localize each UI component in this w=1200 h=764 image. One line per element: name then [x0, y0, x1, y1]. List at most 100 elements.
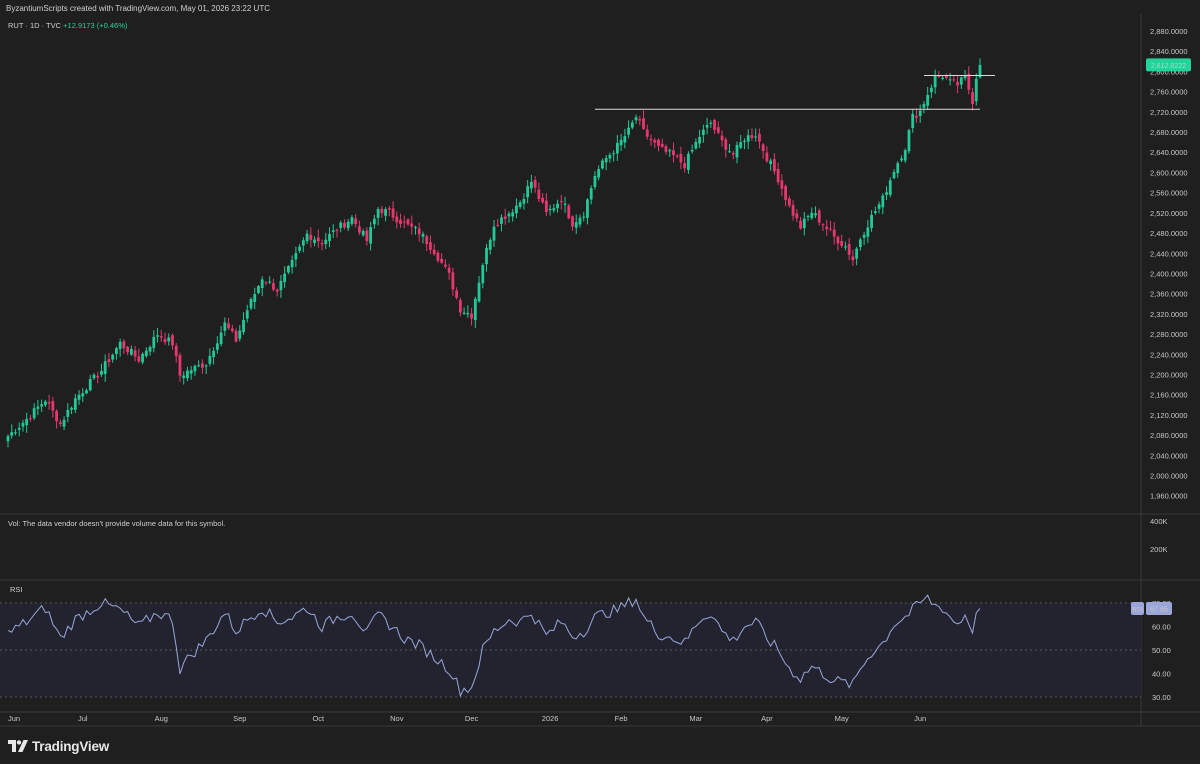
- candle[interactable]: [283, 273, 287, 283]
- candle[interactable]: [926, 94, 930, 106]
- candle[interactable]: [971, 92, 974, 105]
- candle[interactable]: [380, 208, 384, 214]
- candle[interactable]: [100, 370, 103, 375]
- candle[interactable]: [701, 129, 705, 136]
- candle[interactable]: [578, 217, 582, 225]
- candle[interactable]: [705, 125, 709, 128]
- candle[interactable]: [877, 204, 881, 209]
- candle[interactable]: [115, 348, 118, 355]
- candle[interactable]: [518, 202, 522, 207]
- candle[interactable]: [242, 319, 245, 333]
- candle[interactable]: [690, 150, 694, 152]
- rsi-line[interactable]: [7, 594, 981, 698]
- candle[interactable]: [754, 136, 758, 138]
- symbol-legend[interactable]: RUT · 1D · TVC +12.9173 (+0.46%): [8, 21, 127, 30]
- candle[interactable]: [279, 280, 283, 291]
- candle[interactable]: [32, 408, 36, 419]
- candle[interactable]: [821, 224, 825, 226]
- candle[interactable]: [43, 401, 47, 405]
- candle[interactable]: [148, 346, 152, 352]
- candle[interactable]: [559, 200, 563, 203]
- candle[interactable]: [810, 212, 814, 219]
- candle[interactable]: [178, 355, 182, 376]
- candle[interactable]: [215, 343, 219, 350]
- candle[interactable]: [350, 217, 354, 224]
- candle[interactable]: [687, 153, 690, 170]
- candle[interactable]: [787, 198, 791, 206]
- candle[interactable]: [238, 330, 242, 339]
- candle[interactable]: [313, 239, 316, 243]
- candle[interactable]: [249, 299, 253, 309]
- candle[interactable]: [197, 365, 201, 367]
- candle[interactable]: [6, 436, 10, 442]
- candle[interactable]: [309, 234, 313, 240]
- candle[interactable]: [473, 298, 477, 321]
- candle[interactable]: [836, 236, 840, 244]
- candle[interactable]: [503, 216, 507, 219]
- candle[interactable]: [387, 208, 391, 210]
- candle[interactable]: [167, 337, 171, 342]
- candle[interactable]: [888, 180, 892, 195]
- candle[interactable]: [324, 239, 328, 245]
- candle[interactable]: [918, 110, 922, 117]
- candle[interactable]: [941, 77, 945, 79]
- candle[interactable]: [533, 180, 537, 188]
- candle[interactable]: [668, 150, 672, 152]
- candle[interactable]: [873, 211, 877, 213]
- candle[interactable]: [402, 221, 406, 223]
- candle[interactable]: [769, 160, 773, 165]
- candle[interactable]: [660, 143, 664, 147]
- candle[interactable]: [675, 155, 679, 157]
- candle[interactable]: [436, 252, 440, 261]
- candle[interactable]: [47, 402, 51, 404]
- candle[interactable]: [425, 236, 429, 245]
- candle[interactable]: [305, 233, 309, 242]
- candle[interactable]: [664, 146, 668, 152]
- candle[interactable]: [548, 208, 552, 211]
- candle[interactable]: [978, 64, 982, 78]
- candle[interactable]: [88, 379, 92, 391]
- candle[interactable]: [683, 163, 687, 169]
- candle[interactable]: [234, 330, 238, 342]
- candle[interactable]: [171, 335, 174, 346]
- candle[interactable]: [358, 226, 361, 233]
- candle[interactable]: [253, 294, 257, 302]
- candle[interactable]: [328, 234, 331, 241]
- candle[interactable]: [223, 322, 227, 331]
- candle[interactable]: [129, 348, 133, 355]
- candle[interactable]: [593, 175, 597, 188]
- candle[interactable]: [627, 127, 630, 135]
- candle[interactable]: [728, 151, 731, 153]
- candle[interactable]: [642, 118, 645, 129]
- candle[interactable]: [885, 192, 888, 195]
- candle[interactable]: [731, 152, 735, 155]
- candle[interactable]: [608, 154, 612, 159]
- candle[interactable]: [847, 243, 851, 255]
- candle[interactable]: [447, 267, 451, 273]
- candle[interactable]: [429, 242, 432, 250]
- candle[interactable]: [601, 160, 604, 169]
- candle[interactable]: [290, 259, 294, 268]
- candle[interactable]: [511, 212, 515, 217]
- candle[interactable]: [92, 374, 96, 379]
- candle[interactable]: [66, 409, 70, 417]
- candle[interactable]: [421, 234, 425, 237]
- candle[interactable]: [743, 140, 746, 142]
- candle[interactable]: [361, 230, 365, 236]
- candle[interactable]: [799, 220, 802, 229]
- candle[interactable]: [399, 219, 402, 224]
- candle[interactable]: [208, 355, 212, 364]
- candle[interactable]: [275, 289, 279, 292]
- candle[interactable]: [679, 153, 683, 163]
- candle[interactable]: [713, 119, 716, 130]
- candle[interactable]: [597, 169, 601, 178]
- candle[interactable]: [62, 419, 66, 427]
- candle[interactable]: [915, 115, 918, 118]
- candle[interactable]: [29, 418, 32, 420]
- candle[interactable]: [645, 129, 649, 137]
- candle[interactable]: [204, 365, 208, 367]
- candle[interactable]: [952, 79, 956, 81]
- candle[interactable]: [257, 286, 260, 294]
- candle[interactable]: [623, 136, 627, 143]
- candle[interactable]: [784, 186, 787, 200]
